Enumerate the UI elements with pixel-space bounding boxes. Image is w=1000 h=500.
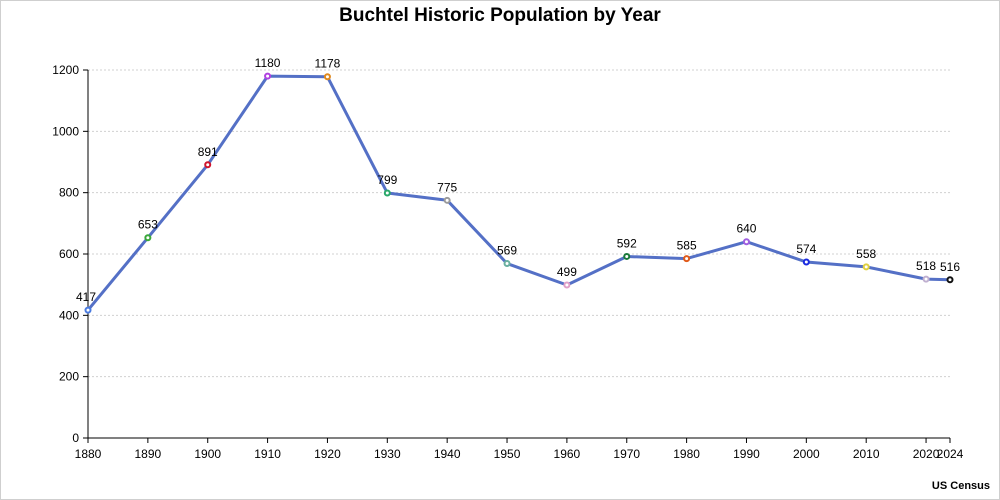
data-label: 891 [198,145,218,159]
data-point [742,238,750,246]
source-credit: US Census [931,480,990,492]
y-tick-label: 1200 [52,63,79,77]
x-tick-label: 1960 [554,447,581,461]
data-point [862,263,870,271]
y-tick-label: 600 [59,247,79,261]
series-line-path [86,74,952,312]
y-tick-label: 0 [72,431,79,445]
axes: 0 200 400 600 800 1000 1200 1880 1890 1900 1910 192… [52,63,963,461]
data-label: 1178 [315,57,341,71]
x-tick-label: 1920 [314,447,341,461]
data-label: 585 [677,239,697,253]
x-tick-label: 1890 [135,447,162,461]
x-tick-label: 2000 [793,447,820,461]
data-label: 653 [138,218,158,232]
data-label: 569 [497,244,517,258]
grid-lines [88,69,950,378]
data-point [922,275,930,283]
x-tick-label: 1880 [75,447,102,461]
x-tick-label: 2020 [913,447,940,461]
y-tick-label: 1000 [52,124,79,138]
x-tick-label: 1900 [194,447,221,461]
data-point [84,306,92,314]
data-label: 518 [916,259,936,273]
x-tick-label: 1970 [613,447,640,461]
y-tick-label: 400 [59,308,79,322]
data-point [264,72,272,80]
x-tick-label: 1930 [374,447,401,461]
data-label: 417 [76,290,96,304]
x-tick-label: 1980 [673,447,700,461]
data-point [383,189,391,197]
x-tick-label: 1990 [733,447,760,461]
x-tick-label: 2024 [937,447,964,461]
x-tick-label: 1950 [494,447,521,461]
data-label: 640 [736,222,756,236]
y-tick-label: 200 [59,370,79,384]
chart-title: Buchtel Historic Population by Year [339,5,661,26]
data-label: 499 [557,265,577,279]
data-point [802,258,810,266]
data-point [946,276,954,284]
data-point [323,73,331,81]
data-label: 799 [377,173,397,187]
data-point [144,234,152,242]
x-tick-label: 1940 [434,447,461,461]
data-point [563,281,571,289]
data-point [683,255,691,263]
x-tick-label: 1910 [254,447,281,461]
data-point [623,252,631,260]
data-label: 1180 [255,56,281,70]
data-points [84,72,954,314]
data-point [503,260,511,268]
data-label: 516 [940,260,960,274]
x-tick-label: 2010 [853,447,880,461]
series-line [86,74,952,312]
data-label: 592 [617,236,637,250]
data-label: 775 [437,180,457,194]
y-tick-label: 800 [59,186,79,200]
data-point [443,196,451,204]
data-point [204,161,212,169]
data-label: 574 [796,242,816,256]
data-labels: 417 653 891 1180 1178 799 775 569 499 592 585 640 57… [76,56,960,304]
data-label: 558 [856,247,876,261]
